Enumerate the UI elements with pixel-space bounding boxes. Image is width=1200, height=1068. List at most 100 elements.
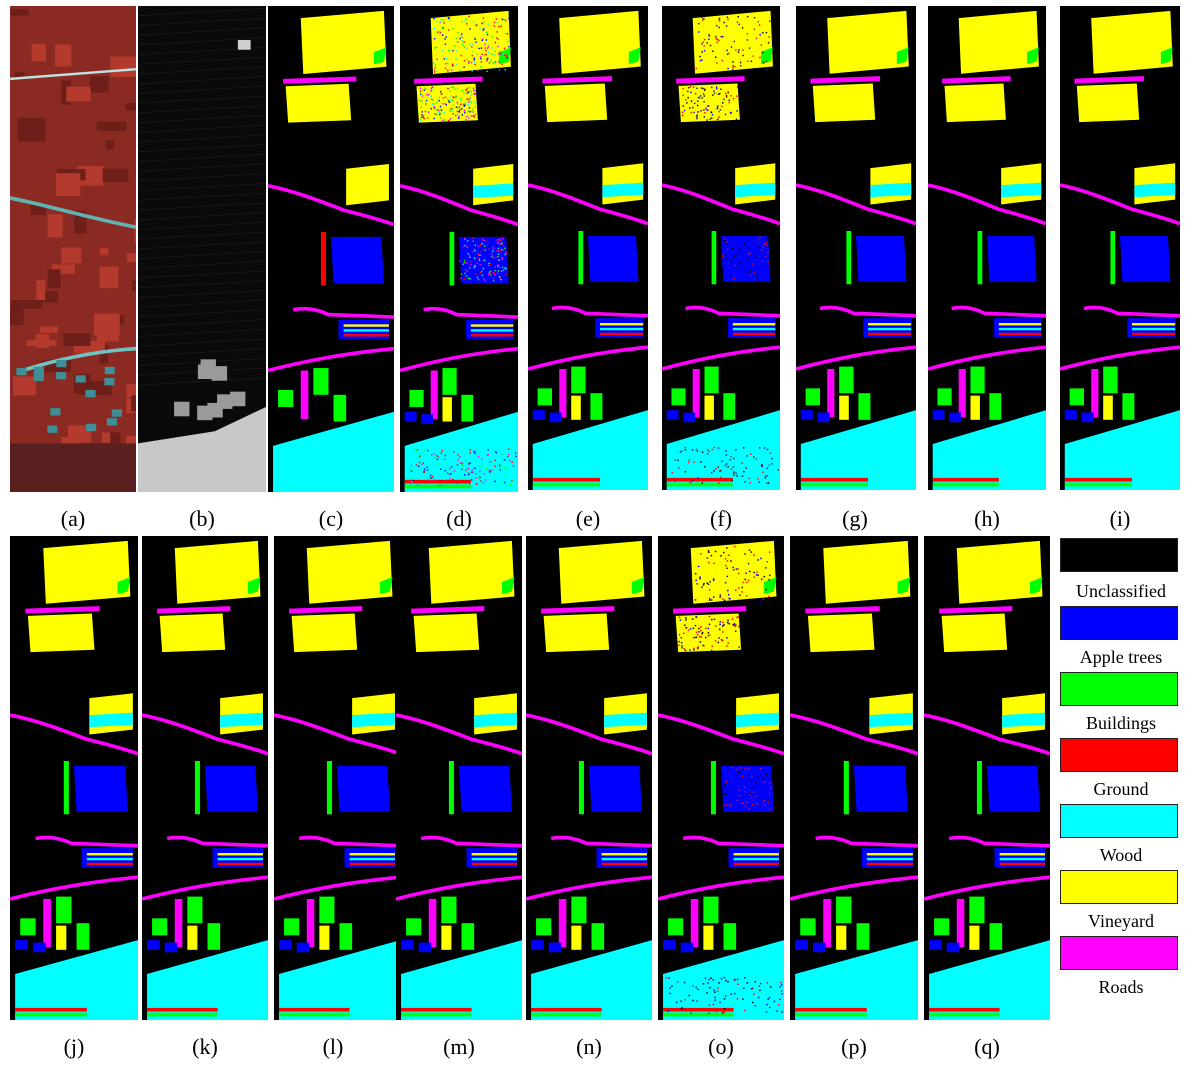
noise-pixel — [759, 56, 761, 59]
building-block-b — [409, 389, 424, 407]
building-block-a — [441, 896, 457, 924]
noise-pixel — [708, 450, 710, 453]
noise-pixel — [696, 114, 698, 116]
vineyard-field-top — [43, 540, 131, 604]
noise-pixel — [448, 87, 450, 90]
lidar-row-line — [138, 348, 266, 357]
noise-pixel — [729, 275, 731, 277]
noise-pixel — [459, 459, 461, 462]
noise-pixel — [733, 472, 735, 474]
vineyard-patch-low — [441, 925, 452, 950]
noise-pixel — [763, 575, 766, 578]
noise-pixel — [756, 279, 759, 281]
building-block-b — [1069, 388, 1084, 406]
building-patch-top — [896, 47, 909, 65]
noise-pixel — [702, 87, 704, 90]
noise-pixel — [433, 107, 435, 109]
noise-pixel — [697, 111, 700, 113]
noise-pixel — [462, 262, 465, 264]
building-block-c — [591, 923, 605, 950]
noise-pixel — [443, 58, 446, 60]
noise-pixel — [464, 104, 466, 106]
noise-pixel — [741, 462, 743, 464]
noise-pixel — [768, 792, 771, 795]
noise-pixel — [476, 262, 478, 264]
noise-pixel — [713, 470, 715, 472]
noise-pixel — [456, 31, 459, 34]
noise-pixel — [757, 275, 759, 278]
noise-pixel — [771, 808, 773, 811]
wood-area — [531, 940, 652, 1020]
noise-pixel — [484, 53, 487, 56]
noise-pixel — [500, 243, 503, 245]
noise-pixel — [732, 792, 734, 795]
noise-pixel — [490, 274, 492, 276]
noise-pixel — [423, 89, 426, 91]
noise-pixel — [753, 28, 756, 30]
wood-row — [217, 857, 263, 861]
road-cross — [924, 875, 1050, 901]
noise-pixel — [766, 775, 769, 778]
noise-pixel — [493, 21, 496, 24]
noise-pixel — [684, 446, 687, 449]
noise-pixel — [753, 456, 755, 458]
noise-pixel — [698, 96, 700, 99]
noise-pixel — [450, 473, 452, 475]
noise-pixel — [474, 90, 476, 92]
building-strip-bottom — [1064, 482, 1132, 487]
noise-pixel — [486, 59, 488, 62]
noise-pixel — [704, 636, 707, 639]
ground-strip-bottom — [1064, 477, 1132, 482]
noise-pixel — [504, 69, 507, 71]
road-cross — [10, 875, 138, 901]
noise-pixel — [737, 983, 739, 986]
noise-pixel — [746, 33, 749, 35]
road-main-diagonal — [528, 183, 648, 226]
noise-pixel — [747, 257, 749, 259]
noise-pixel — [472, 111, 474, 113]
noise-pixel — [469, 462, 471, 464]
noise-pixel — [495, 249, 497, 252]
caption-c: (c) — [318, 506, 344, 531]
noise-pixel — [462, 470, 464, 473]
noise-pixel — [714, 550, 717, 553]
vineyard-row — [999, 853, 1045, 856]
lidar-row-line — [138, 66, 266, 75]
noise-pixel — [749, 792, 751, 795]
noise-pixel — [739, 262, 741, 264]
apple-trees-patch-low — [531, 940, 544, 950]
noise-pixel — [759, 601, 762, 603]
noise-pixel — [450, 466, 453, 468]
wood-row — [471, 857, 517, 861]
noise-pixel — [761, 807, 763, 809]
noise-pixel — [491, 53, 493, 55]
vineyard-row — [349, 853, 395, 856]
noise-pixel — [735, 768, 738, 771]
apple-trees-patch-low — [401, 940, 414, 950]
noise-pixel — [502, 244, 504, 246]
panel-n-classification-map — [526, 536, 652, 1020]
noise-pixel — [470, 101, 472, 104]
noise-pixel — [500, 278, 502, 281]
noise-pixel — [468, 117, 470, 120]
noise-pixel — [716, 990, 719, 992]
noise-pixel — [699, 95, 702, 97]
noise-pixel — [767, 801, 770, 803]
noise-pixel — [468, 462, 470, 465]
noise-pixel — [743, 270, 745, 273]
noise-pixel — [768, 579, 770, 581]
vineyard-field-strip — [944, 83, 1006, 123]
road-vertical — [1091, 369, 1099, 418]
noise-pixel — [438, 111, 440, 114]
lidar-row-line — [138, 37, 266, 46]
noise-pixel — [757, 20, 759, 23]
noise-pixel — [723, 786, 726, 788]
noise-pixel — [468, 107, 471, 109]
noise-pixel — [448, 101, 451, 104]
noise-pixel — [722, 255, 724, 258]
rgb-building — [75, 375, 86, 383]
noise-pixel — [759, 33, 761, 36]
noise-pixel — [730, 263, 732, 265]
lidar-row-line — [138, 231, 266, 240]
noise-pixel — [439, 105, 442, 108]
